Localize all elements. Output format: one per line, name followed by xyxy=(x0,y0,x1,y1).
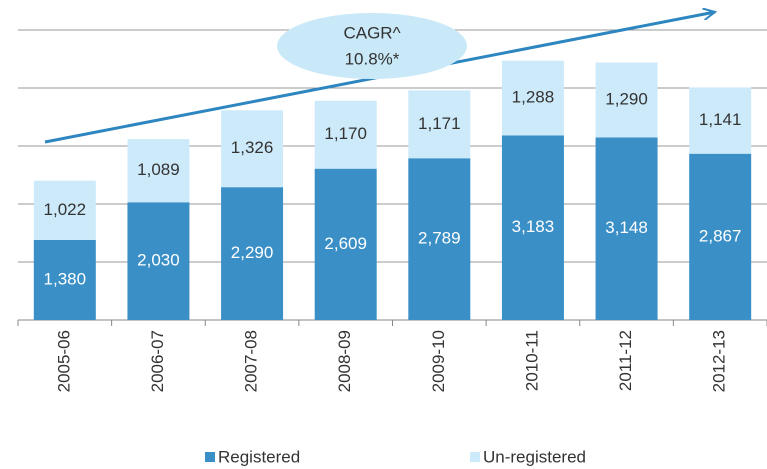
bar-segment xyxy=(127,139,190,203)
data-label: 1,171 xyxy=(418,114,461,133)
data-label: 3,183 xyxy=(512,217,555,236)
x-tick-label: 2012-13 xyxy=(710,330,729,392)
bar-segment xyxy=(408,90,471,159)
annotation-line: CAGR^ xyxy=(343,23,400,42)
legend-swatch xyxy=(205,452,215,462)
annotation-bubble xyxy=(277,13,467,79)
x-tick-label: 2006-07 xyxy=(148,330,167,392)
bar-segment xyxy=(221,110,284,188)
bar-segment xyxy=(314,100,377,169)
x-tick-label: 2011-12 xyxy=(616,330,635,391)
x-tick-label: 2008-09 xyxy=(335,330,354,392)
bar-segment xyxy=(689,153,752,320)
legend-label: Registered xyxy=(218,447,300,466)
data-label: 1,380 xyxy=(44,269,87,288)
x-tick-label: 2007-08 xyxy=(242,330,261,392)
bar-segment xyxy=(33,180,96,240)
bar-segment xyxy=(127,202,190,320)
data-label: 3,148 xyxy=(605,218,648,237)
bar-segment xyxy=(501,60,564,136)
bar-segment xyxy=(595,62,658,138)
data-label: 1,170 xyxy=(324,124,367,143)
data-label: 1,290 xyxy=(605,89,648,108)
data-label: 2,789 xyxy=(418,229,461,248)
bar-segment xyxy=(501,135,564,320)
x-tick-label: 2005-06 xyxy=(54,330,73,392)
bar-segment xyxy=(314,168,377,320)
bar-segment xyxy=(689,87,752,154)
x-tick-label: 2009-10 xyxy=(429,330,448,392)
legend-label: Un-registered xyxy=(483,447,586,466)
bars xyxy=(33,60,752,320)
data-label: 2,609 xyxy=(324,234,367,253)
data-label: 1,089 xyxy=(137,160,180,179)
data-label: 2,290 xyxy=(231,243,274,262)
bar-segment xyxy=(408,158,471,320)
data-label: 1,022 xyxy=(44,200,87,219)
data-label: 1,326 xyxy=(231,138,274,157)
bar-segment xyxy=(595,137,658,320)
data-label: 1,288 xyxy=(512,88,555,107)
data-label: 2,030 xyxy=(137,251,180,270)
annotation-line: 10.8%* xyxy=(345,49,400,68)
x-tick-label: 2010-11 xyxy=(522,330,541,391)
bar-segment xyxy=(221,187,284,320)
bar-segment xyxy=(33,239,96,320)
legend-swatch xyxy=(470,452,480,462)
data-label: 1,141 xyxy=(699,110,742,129)
data-label: 2,867 xyxy=(699,226,742,245)
